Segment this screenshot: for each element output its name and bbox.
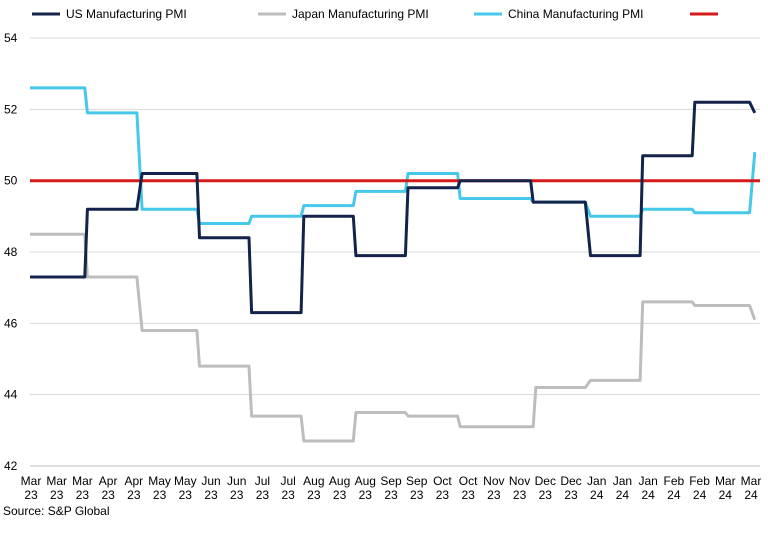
y-axis-ticks: 42 44 46 48 50 52 54: [4, 31, 18, 473]
x-tick-label: Jun 23: [227, 474, 246, 502]
series-line-us-manufacturing-pmi: [30, 100, 757, 315]
x-tick-label: Mar 24: [715, 474, 736, 502]
legend-label: Japan Manufacturing PMI: [292, 7, 429, 21]
x-tick-label: Aug 23: [355, 474, 376, 502]
x-tick-label: Jun 23: [201, 474, 220, 502]
series-line-japan-manufacturing-pmi: [30, 232, 757, 443]
x-tick-label: Jan 24: [638, 474, 657, 502]
y-tick-label: 48: [4, 245, 18, 259]
x-tick-label: Apr 23: [125, 474, 144, 502]
y-tick-label: 42: [4, 459, 18, 473]
y-tick-label: 52: [4, 102, 18, 116]
x-tick-label: Feb 24: [664, 474, 685, 502]
y-tick-label: 46: [4, 316, 18, 330]
x-tick-label: Mar 23: [21, 474, 42, 502]
x-tick-label: Apr 23: [99, 474, 118, 502]
x-tick-label: Aug 23: [303, 474, 324, 502]
chart-legend: US Manufacturing PMI Japan Manufacturing …: [32, 7, 718, 21]
y-tick-label: 54: [4, 31, 18, 45]
x-tick-label: Feb 24: [689, 474, 710, 502]
series-lines: [30, 86, 760, 443]
x-tick-label: Mar 23: [72, 474, 93, 502]
source-note: Source: S&P Global: [3, 504, 110, 518]
x-tick-label: Nov 23: [483, 474, 504, 502]
x-tick-label: Sep 23: [380, 474, 402, 502]
gridlines: [30, 37, 760, 467]
x-tick-label: May 23: [148, 474, 171, 502]
x-tick-label: Jan 24: [587, 474, 606, 502]
x-tick-label: Oct 23: [433, 474, 452, 502]
x-tick-label: Aug 23: [329, 474, 350, 502]
x-tick-label: Sep 23: [406, 474, 428, 502]
legend-label: US Manufacturing PMI: [66, 7, 187, 21]
x-tick-label: Oct 23: [459, 474, 478, 502]
x-tick-label: May 23: [174, 474, 197, 502]
x-tick-label: Jul 23: [255, 474, 270, 502]
y-tick-label: 50: [4, 174, 18, 188]
y-tick-label: 44: [4, 388, 18, 402]
legend-label: China Manufacturing PMI: [508, 7, 643, 21]
x-tick-label: Mar 24: [741, 474, 762, 502]
x-tick-label: Mar 23: [46, 474, 67, 502]
x-tick-label: Dec 23: [535, 474, 556, 502]
x-tick-label: Jan 24: [613, 474, 632, 502]
x-tick-label: Nov 23: [509, 474, 530, 502]
x-tick-label: Jul 23: [280, 474, 295, 502]
x-tick-label: Dec 23: [560, 474, 581, 502]
